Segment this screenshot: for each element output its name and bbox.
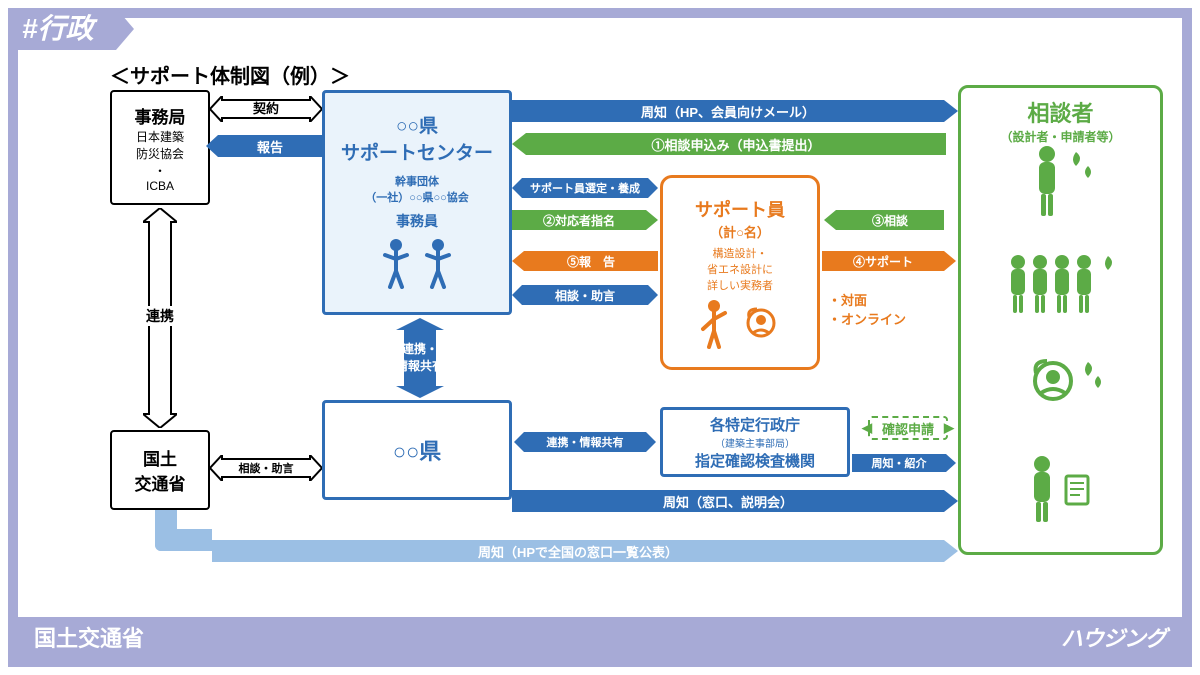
footer: 国土交通省 ハウジング bbox=[18, 617, 1182, 657]
node-consultant: 相談者 （設計者・申請者等） bbox=[958, 85, 1163, 555]
node-support-center: ○○県 サポートセンター 幹事団体 （一社）○○県○○協会 事務員 bbox=[322, 90, 512, 315]
node-mlit: 国土 交通省 bbox=[110, 430, 210, 510]
consultant-icons bbox=[976, 144, 1146, 544]
footer-right: ハウジング bbox=[1061, 621, 1166, 653]
confirm-application: ◀ 確認申請 ▶ bbox=[868, 416, 948, 440]
jimukyoku-title: 事務局 bbox=[135, 103, 186, 128]
support-staff-icons bbox=[690, 299, 790, 349]
arrow-support4: ④サポート bbox=[822, 251, 944, 271]
diagram-title: ＜サポート体制図（例）＞ bbox=[110, 60, 350, 89]
footer-left: 国土交通省 bbox=[34, 621, 144, 653]
node-support-staff: サポート員 （計○名） 構造設計・ 省エネ設計に 詳しい実務者 bbox=[660, 175, 820, 370]
staff-icons bbox=[375, 237, 459, 294]
support-mode: ・対面 ・オンライン bbox=[828, 290, 906, 328]
node-prefecture: ○○県 bbox=[322, 400, 512, 500]
arrow-soudan-jogen: 相談・助言 bbox=[210, 455, 322, 481]
arrow-soudan-jogen2: 相談・助言 bbox=[522, 285, 648, 305]
node-jimukyoku: 事務局 日本建築 防災協会 ・ ICBA bbox=[110, 90, 210, 205]
arrow-keiyaku: 契約 bbox=[210, 96, 322, 122]
category-tag: #行政 bbox=[8, 8, 116, 50]
diagram-root: #行政 ＜サポート体制図（例）＞ 事務局 日本建築 防災協会 ・ ICBA ○○… bbox=[0, 0, 1200, 675]
svg-text:契約: 契約 bbox=[252, 101, 279, 116]
arrow-soudan3: ③相談 bbox=[836, 210, 944, 230]
arrow-houkoku5: ⑤報 告 bbox=[524, 251, 658, 271]
arrow-shuchi-zenkoku: 周知（HPで全国の窓口一覧公表） bbox=[212, 540, 944, 562]
arrow-sentei: サポート員選定・養成 bbox=[522, 178, 648, 198]
node-gov-office: 各特定行政庁 （建築主事部局） 指定確認検査機関 bbox=[660, 407, 850, 477]
arrow-shuchi-shoukai: 周知・紹介 bbox=[852, 454, 946, 472]
arrow-shimei: ②対応者指名 bbox=[512, 210, 646, 230]
arrow-moushikomi: ①相談申込み（申込書提出） bbox=[526, 133, 946, 155]
arrow-shuchi-madoguchi: 周知（窓口、説明会） bbox=[512, 490, 944, 512]
arrow-renkei-h: 連携・情報共有 bbox=[524, 432, 646, 452]
label-renkei-jouhou: 連携・ 情報共有 bbox=[373, 340, 467, 374]
svg-text:相談・助言: 相談・助言 bbox=[239, 461, 294, 475]
label-renkei: 連携 bbox=[138, 306, 182, 326]
arrow-shuchi-top: 周知（HP、会員向けメール） bbox=[512, 100, 944, 122]
connector-mlit bbox=[155, 510, 212, 551]
arrow-houkoku: 報告 bbox=[218, 135, 322, 157]
